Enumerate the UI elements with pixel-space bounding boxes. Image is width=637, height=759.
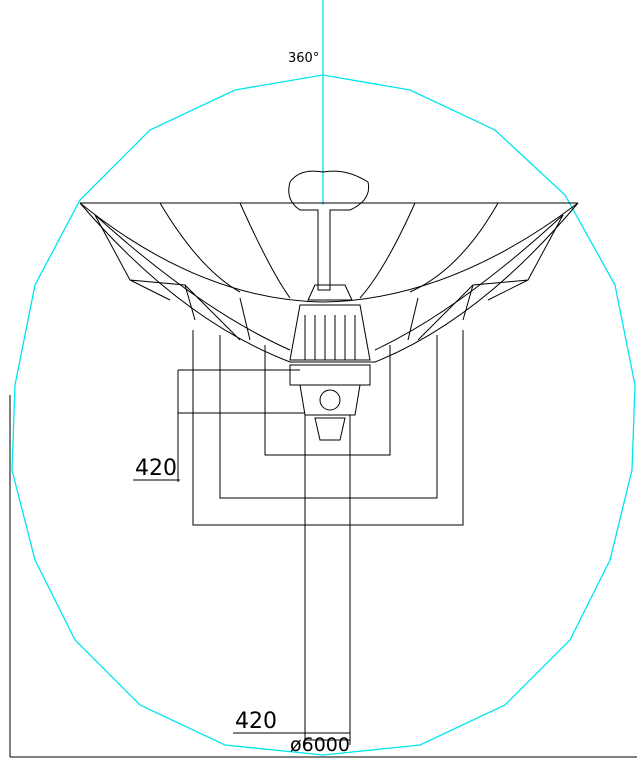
angle-label: 360°: [288, 51, 319, 66]
diameter-dimension: [10, 395, 637, 757]
dimension-label: 420: [135, 456, 177, 481]
base-outlines: [193, 330, 463, 745]
drawing: 360° 420 420 ø6000: [0, 0, 637, 759]
dish: [80, 171, 578, 440]
dimension-label: 420: [235, 709, 277, 734]
diameter-label: ø6000: [290, 734, 350, 756]
